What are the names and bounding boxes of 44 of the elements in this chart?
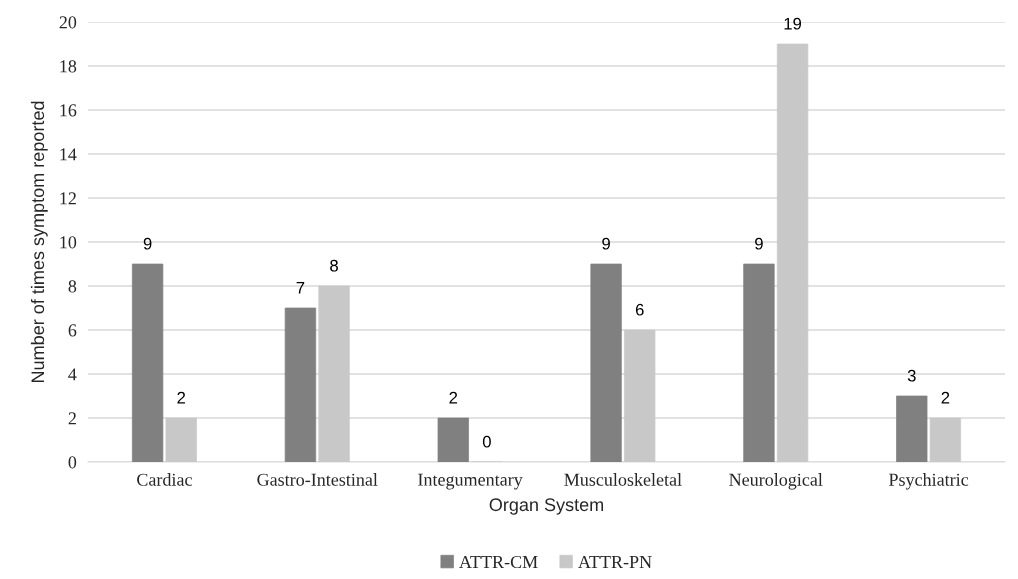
- y-axis-title: Number of times symptom reported: [30, 101, 48, 382]
- x-tick-label: Psychiatric: [888, 473, 969, 490]
- x-tick-label: Gastro-Intestinal: [257, 473, 378, 486]
- bar: [165, 417, 197, 462]
- y-tick-label: 18: [60, 60, 77, 73]
- y-tick-label: 8: [68, 280, 77, 293]
- data-label: 19: [784, 17, 802, 30]
- data-label: 6: [635, 303, 644, 316]
- bar: [590, 263, 622, 462]
- y-tick-label: 14: [60, 148, 77, 161]
- data-label: 2: [941, 391, 950, 404]
- data-label: 9: [143, 237, 152, 250]
- data-label: 7: [296, 281, 305, 294]
- y-tick-label: 16: [60, 104, 77, 117]
- bar: [437, 417, 469, 462]
- legend-label: ATTR-PN: [578, 555, 652, 568]
- y-tick-label: 12: [60, 192, 76, 205]
- data-label: 2: [177, 391, 186, 404]
- data-label: 0: [482, 435, 491, 448]
- bar: [131, 263, 164, 462]
- bar: [776, 43, 809, 462]
- x-tick-label: Cardiac: [137, 473, 192, 486]
- y-tick-label: 6: [68, 324, 77, 337]
- x-tick-label: Integumentary: [418, 473, 523, 490]
- x-axis-title: Organ System: [489, 498, 604, 515]
- bar: [929, 417, 962, 462]
- data-label: 2: [449, 391, 458, 404]
- data-label: 9: [602, 237, 610, 250]
- y-tick-label: 0: [68, 456, 77, 469]
- y-tick-label: 20: [59, 16, 77, 29]
- y-tick-label: 4: [68, 368, 77, 381]
- bar: [896, 395, 928, 462]
- data-label: 9: [755, 237, 763, 250]
- bar: [318, 285, 350, 462]
- y-tick-label: 2: [68, 412, 76, 425]
- x-tick-label: Musculoskeletal: [564, 473, 682, 486]
- x-tick-label: Neurological: [729, 473, 823, 490]
- data-label: 8: [330, 259, 338, 272]
- y-tick-label: 10: [60, 236, 77, 249]
- data-label: 3: [907, 369, 916, 382]
- legend-label: ATTR-CM: [459, 555, 538, 569]
- bar: [284, 307, 317, 462]
- bar: [743, 263, 775, 462]
- bar: [624, 329, 656, 462]
